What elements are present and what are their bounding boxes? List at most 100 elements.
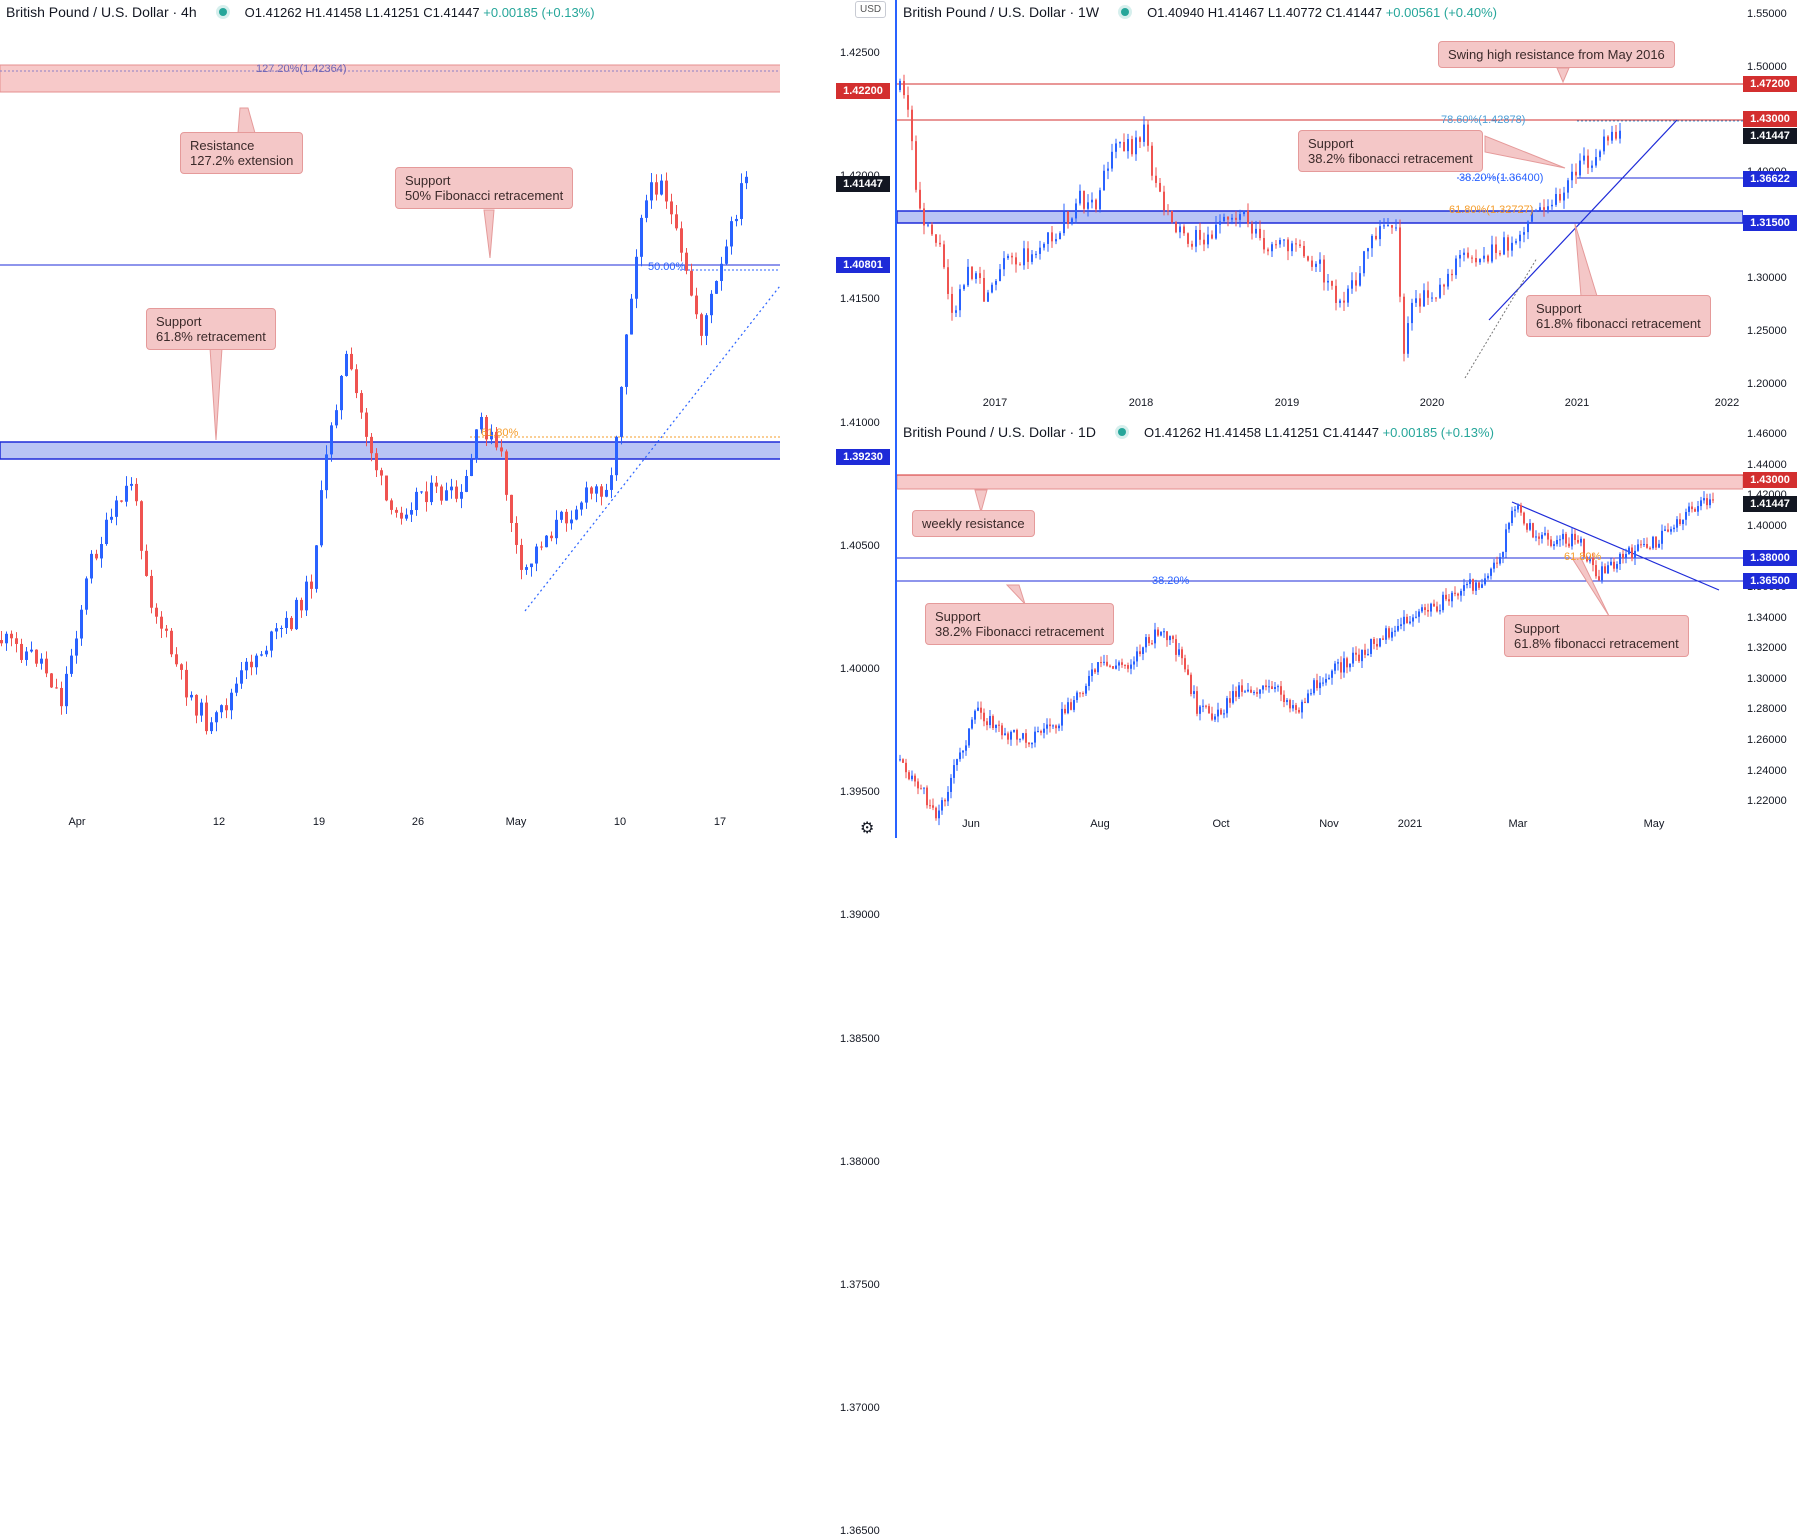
price-tick: 1.40500 bbox=[840, 539, 880, 552]
note-daily-support-618[interactable]: Support 61.8% fibonacci retracement bbox=[1504, 615, 1689, 657]
candle bbox=[445, 490, 448, 501]
candle bbox=[1551, 204, 1553, 207]
candle bbox=[1175, 222, 1177, 233]
note-weekly-resistance[interactable]: weekly resistance bbox=[912, 510, 1035, 537]
candle bbox=[1019, 264, 1021, 266]
note-swing-high[interactable]: Swing high resistance from May 2016 bbox=[1438, 41, 1675, 68]
candle bbox=[1435, 297, 1437, 299]
fib-382-label: 38.20%(1.36400) bbox=[1459, 172, 1544, 184]
candle bbox=[1178, 649, 1180, 655]
candle bbox=[1111, 151, 1113, 169]
candle bbox=[947, 791, 949, 802]
time-tick: Jun bbox=[962, 818, 980, 830]
price-axis-daily[interactable]: 1.460001.440001.420001.400001.380001.360… bbox=[1743, 420, 1803, 838]
candle bbox=[1323, 259, 1325, 283]
price-tag-support-618[interactable]: 1.39230 bbox=[836, 449, 890, 465]
candle bbox=[1355, 280, 1357, 286]
candle bbox=[1229, 698, 1231, 703]
candle bbox=[1433, 603, 1435, 607]
price-tag-support[interactable]: 1.36622 bbox=[1743, 171, 1797, 187]
chart-daily-plot[interactable] bbox=[897, 420, 1803, 838]
candle bbox=[953, 765, 955, 778]
fib-786-label: 78.60%(1.42878) bbox=[1441, 114, 1526, 126]
price-tag-resistance[interactable]: 1.43000 bbox=[1743, 111, 1797, 127]
price-tag-support-50[interactable]: 1.40801 bbox=[836, 257, 890, 273]
candle bbox=[75, 638, 78, 656]
candle bbox=[950, 777, 952, 792]
candle bbox=[1575, 171, 1577, 176]
note-weekly-support-618[interactable]: Support 61.8% fibonacci retracement bbox=[1526, 295, 1711, 337]
time-tick: Oct bbox=[1212, 818, 1230, 830]
candle bbox=[938, 810, 940, 819]
chart-4h-plot[interactable] bbox=[0, 0, 780, 838]
candle bbox=[911, 775, 913, 780]
candle bbox=[1175, 639, 1177, 655]
candle bbox=[917, 781, 919, 789]
price-tag-last[interactable]: 1.41447 bbox=[1743, 128, 1797, 144]
price-tag-resistance[interactable]: 1.47200 bbox=[1743, 76, 1797, 92]
candle bbox=[585, 487, 588, 503]
chart-weekly-plot[interactable] bbox=[897, 0, 1803, 418]
price-tag-support[interactable]: 1.38000 bbox=[1743, 550, 1797, 566]
candle bbox=[1039, 247, 1041, 254]
candle bbox=[1610, 561, 1612, 566]
candle bbox=[260, 654, 263, 656]
candle bbox=[1082, 693, 1084, 695]
candle bbox=[340, 375, 343, 411]
symbol-title[interactable]: British Pound / U.S. Dollar · 1W bbox=[903, 4, 1100, 20]
candle bbox=[1646, 543, 1648, 548]
price-tag-last[interactable]: 1.41447 bbox=[836, 176, 890, 192]
candle bbox=[1443, 284, 1445, 287]
note-weekly-support-382[interactable]: Support 38.2% fibonacci retracement bbox=[1298, 130, 1483, 172]
note-support-50[interactable]: Support 50% Fibonacci retracement bbox=[395, 167, 574, 209]
candle bbox=[1207, 234, 1209, 245]
price-tag-resistance[interactable]: 1.43000 bbox=[1743, 472, 1797, 488]
candle bbox=[980, 707, 982, 713]
note-support-618[interactable]: Support 61.8% retracement bbox=[146, 308, 276, 350]
candle bbox=[1532, 523, 1534, 538]
currency-badge[interactable]: USD bbox=[855, 1, 887, 18]
price-tag-resistance[interactable]: 1.42200 bbox=[836, 83, 890, 99]
symbol-title[interactable]: British Pound / U.S. Dollar · 1D bbox=[903, 424, 1096, 440]
candle bbox=[1655, 536, 1657, 548]
candle bbox=[1358, 654, 1360, 662]
candle bbox=[1328, 677, 1330, 680]
candle bbox=[465, 476, 468, 492]
price-axis-weekly[interactable]: 1.550001.500001.450001.400001.350001.300… bbox=[1743, 0, 1803, 418]
candle bbox=[1619, 130, 1621, 139]
candle bbox=[1043, 728, 1045, 733]
chart-daily[interactable]: British Pound / U.S. Dollar · 1D O1.4126… bbox=[897, 420, 1803, 838]
candle bbox=[1100, 662, 1102, 664]
candle bbox=[971, 266, 973, 279]
note-resistance-extension[interactable]: Resistance 127.2% extension bbox=[180, 132, 304, 174]
candle bbox=[1574, 533, 1576, 540]
settings-gear-icon[interactable]: ⚙ bbox=[860, 818, 875, 837]
candle bbox=[230, 692, 233, 711]
time-tick: May bbox=[1643, 818, 1665, 830]
chart-4h[interactable]: British Pound / U.S. Dollar · 4h O1.4126… bbox=[0, 0, 780, 838]
price-tick: 1.38500 bbox=[840, 1032, 880, 1045]
candle bbox=[1598, 576, 1600, 581]
note-pointer bbox=[209, 347, 223, 441]
candle bbox=[1463, 252, 1465, 255]
candle bbox=[1283, 694, 1285, 703]
candle bbox=[320, 490, 323, 546]
candle bbox=[1166, 631, 1168, 641]
candle bbox=[510, 494, 513, 523]
candle bbox=[1436, 606, 1438, 612]
chart-weekly[interactable]: British Pound / U.S. Dollar · 1W O1.4094… bbox=[897, 0, 1803, 418]
price-tag-support[interactable]: 1.31500 bbox=[1743, 215, 1797, 231]
price-tag-last[interactable]: 1.41447 bbox=[1743, 496, 1797, 512]
candle bbox=[1634, 550, 1636, 559]
candle bbox=[1538, 536, 1540, 539]
candle bbox=[140, 501, 143, 551]
candle bbox=[485, 416, 488, 440]
candle bbox=[250, 661, 253, 668]
candle bbox=[1301, 701, 1303, 713]
symbol-title[interactable]: British Pound / U.S. Dollar · 4h bbox=[6, 4, 197, 20]
ohlc-readout: O1.41262 H1.41458 L1.41251 C1.41447 +0.0… bbox=[1143, 424, 1494, 440]
note-daily-support-382[interactable]: Support 38.2% Fibonacci retracement bbox=[925, 603, 1115, 645]
price-tag-support[interactable]: 1.36500 bbox=[1743, 573, 1797, 589]
price-axis-4h[interactable]: 1.425001.420001.415001.410001.405001.400… bbox=[836, 0, 892, 1537]
candle bbox=[495, 431, 498, 448]
